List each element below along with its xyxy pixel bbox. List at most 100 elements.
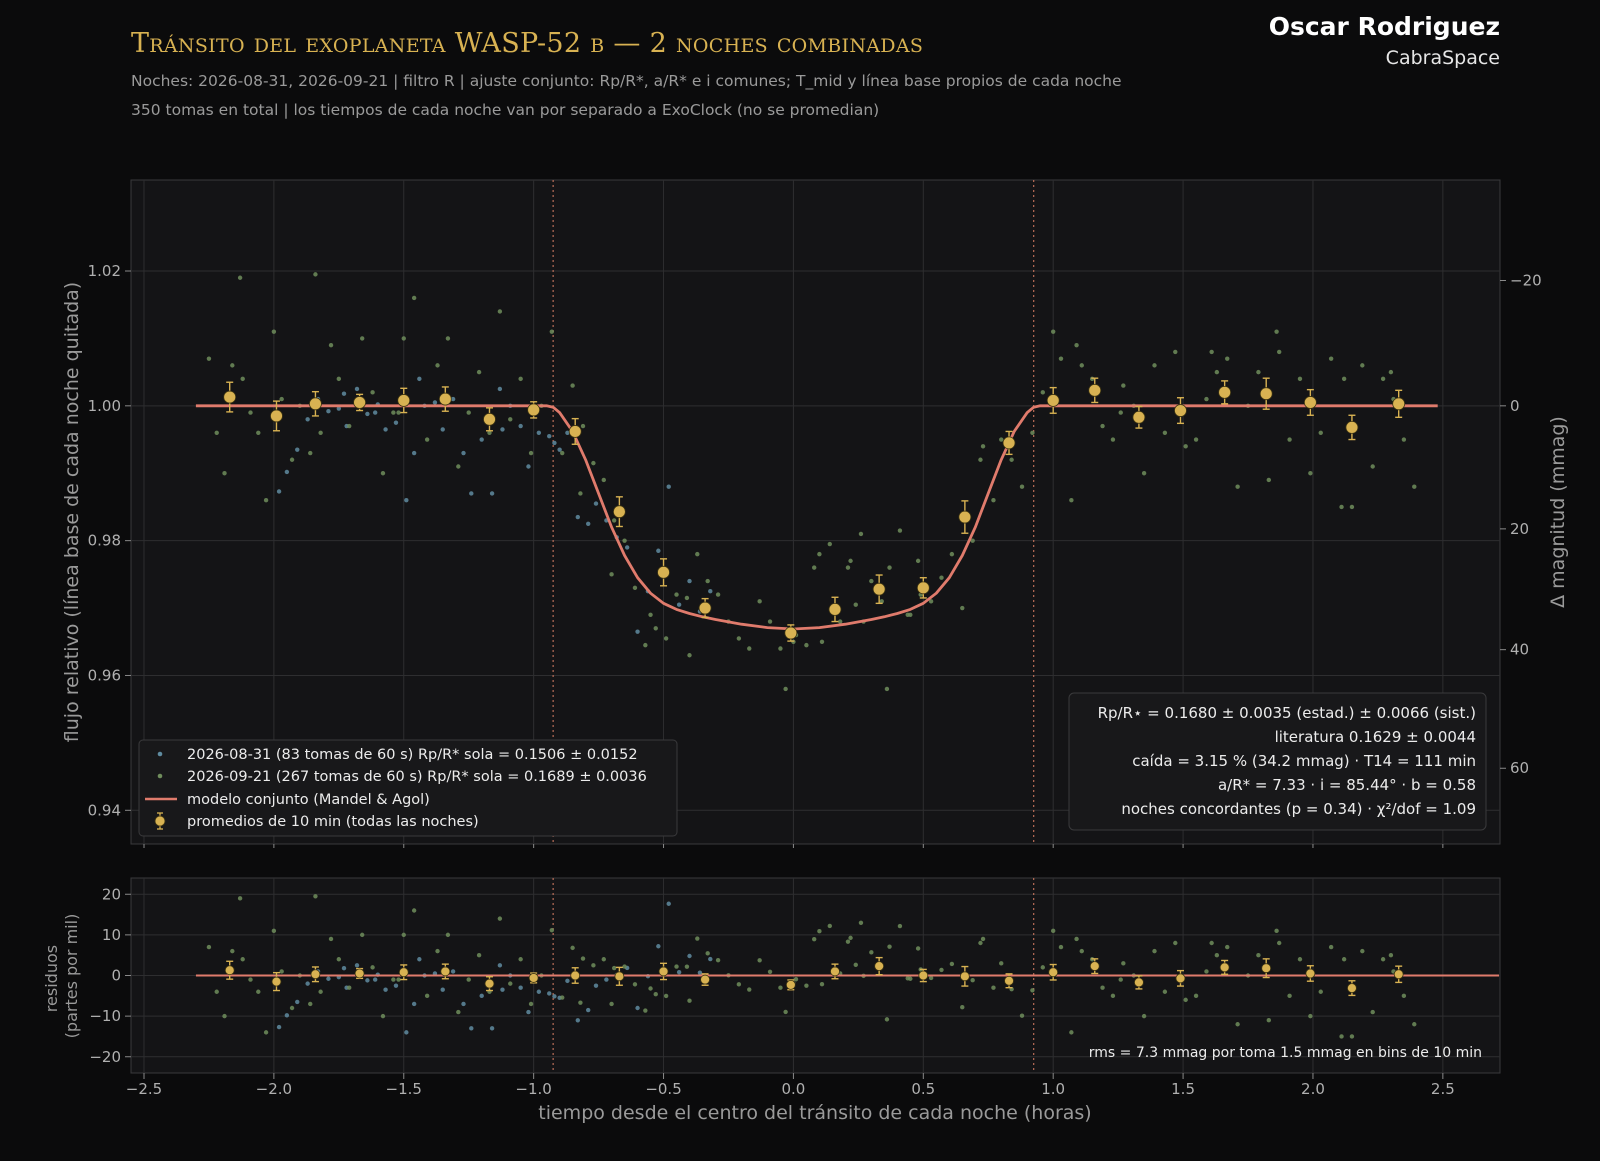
data-point-night1 [687,578,692,584]
residual-point-night2 [411,908,417,913]
x-tick-label: 1.0 [1041,1080,1065,1098]
data-point-night1 [440,427,445,432]
data-point-night2 [884,686,890,692]
y-right-tick-label: −20 [1510,272,1542,290]
residual-point-night1 [604,977,609,982]
residual-point-night2 [915,946,921,951]
data-point-night1 [354,386,360,392]
binned-point [1218,385,1232,399]
data-point-night2 [848,558,853,564]
binned-point [1132,410,1146,424]
y-tick-label: 1.02 [88,262,121,280]
legend-night1-marker [157,751,163,757]
residual-point-night2 [736,982,742,987]
residual-point-night2 [1412,1022,1417,1027]
residual-point-night2 [1388,952,1394,958]
data-point-night2 [991,498,996,503]
legend: 2026-08-31 (83 tomas de 60 s) Rp/R* sola… [138,739,678,837]
residual-point-night2 [336,957,342,962]
residual-point-night2 [884,1017,890,1022]
stats-consistency: noches concordantes (p = 0.34) · χ²/dof … [1121,800,1476,818]
residual-point-night2 [1308,1013,1313,1019]
data-point-night2 [715,592,721,597]
x-axis-label: tiempo desde el centro del tránsito de c… [538,1102,1091,1124]
residual-point-night2 [793,977,799,982]
data-point-night2 [1009,457,1014,462]
data-point-night2 [487,430,492,435]
residual-point-night2 [1079,948,1084,954]
residual-point-night2 [812,936,817,942]
residual-point-night1 [372,977,378,982]
data-point-night1 [575,514,581,520]
residual-point-night1 [500,987,505,992]
residual-point-night1 [593,983,599,988]
binned-point [1046,394,1060,407]
residual-point-night1 [469,1026,474,1031]
residual-point-night2 [456,1009,461,1015]
data-point-night2 [853,602,858,607]
residual-point-night2 [1339,1034,1344,1039]
residual-point-night2 [466,977,471,982]
residual-point-night2 [263,1030,269,1035]
data-point-night2 [684,595,690,601]
legend-night2-label: 2026-09-21 (267 tomas de 60 s) Rp/R* sol… [187,769,647,785]
residual-point-night2 [970,978,975,983]
residual-point-night2 [1318,989,1323,994]
residual-point-night2 [380,1013,386,1019]
data-point-night2 [827,541,832,547]
binned-point [309,397,322,411]
data-point-night2 [1079,363,1084,368]
data-point-night2 [970,538,975,543]
data-point-night1 [708,589,713,594]
data-point-night2 [1225,356,1230,361]
data-point-night2 [978,457,983,462]
residual-point-night2 [1040,965,1046,970]
binned-point [568,425,582,438]
residual-binned-point [398,967,409,978]
data-point-night2 [528,450,534,456]
binned-point [828,603,842,616]
binned-point [438,392,452,406]
residual-point-night2 [445,932,451,938]
data-point-night2 [674,592,679,597]
data-point-night2 [1162,430,1168,435]
data-point-night1 [404,498,409,503]
chart-title: Tránsito del exoplaneta WASP-52 b — 2 no… [131,28,924,59]
residual-point-night2 [222,1013,227,1019]
y-tick-label: 0.96 [88,666,121,684]
y-tick-label: 1.00 [88,397,121,415]
residual-point-night2 [1058,944,1064,950]
data-point-night2 [1412,484,1417,489]
residual-point-night2 [939,967,944,973]
residual-point-night2 [1069,1030,1074,1035]
binned-point [1303,396,1317,409]
binned-point [1174,404,1187,417]
x-tick-label: −2.0 [256,1080,292,1098]
binned-point [527,403,541,417]
residual-point-night2 [684,964,690,969]
data-point-night2 [804,642,809,648]
residual-point-night2 [1370,1009,1375,1015]
binned-point [223,390,237,404]
y-right-tick-label: 20 [1510,520,1529,538]
binned-point [916,581,930,595]
residual-point-night2 [715,957,721,963]
data-point-night2 [609,572,614,577]
binned-point [698,601,712,615]
data-point-night2 [313,272,318,277]
residual-point-night1 [461,1001,466,1007]
chart-subtitle-line1: Noches: 2026-08-31, 2026-09-21 | filtro … [131,72,1122,90]
data-point-night2 [1380,376,1386,382]
x-tick-label: −0.5 [645,1080,681,1098]
residual-point-night2 [560,995,565,1000]
residual-point-night2 [1019,1013,1025,1018]
data-point-night2 [497,309,503,314]
residual-point-night1 [276,1024,282,1030]
data-point-night2 [1118,410,1123,415]
binned-point [483,412,496,426]
residual-point-night1 [479,993,484,999]
x-tick-label: 2.5 [1431,1080,1455,1098]
data-point-night1 [450,396,456,402]
data-point-night2 [949,551,955,557]
residual-point-night1 [575,1018,581,1023]
